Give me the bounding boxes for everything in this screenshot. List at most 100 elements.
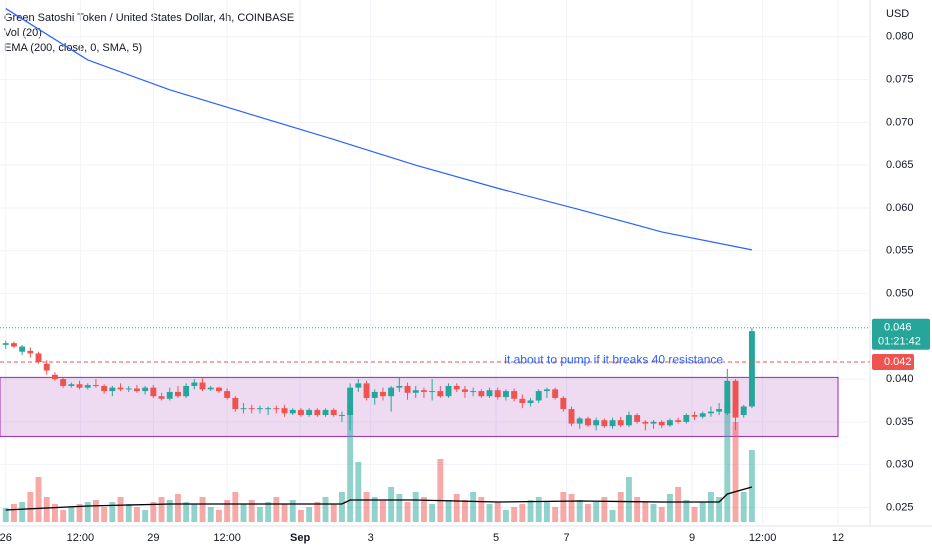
- volume-bar: [429, 504, 436, 522]
- volume-bar: [552, 507, 559, 522]
- volume-bar: [158, 497, 165, 522]
- volume-bar: [109, 502, 116, 522]
- volume-bar: [527, 500, 534, 522]
- candle-body: [314, 409, 321, 416]
- volume-bar: [10, 504, 17, 522]
- volume-bar: [535, 497, 542, 522]
- candle-body: [388, 387, 395, 397]
- volume-bar: [174, 494, 181, 522]
- volume-bar: [84, 502, 91, 522]
- candle-body: [330, 409, 337, 416]
- candle-body: [584, 418, 591, 426]
- x-tick-label: 12:00: [213, 532, 241, 544]
- volume-bar: [68, 507, 75, 522]
- volume-bar: [35, 477, 42, 522]
- candle-body: [232, 397, 239, 410]
- candle-body: [289, 409, 296, 414]
- volume-bar: [60, 510, 67, 522]
- y-tick-label: 0.035: [886, 416, 914, 428]
- candle-body: [412, 390, 419, 393]
- volume-bar: [584, 504, 591, 522]
- candle-body: [478, 391, 485, 397]
- volume-bar: [478, 497, 485, 522]
- volume-bar: [388, 487, 395, 522]
- volume-bar: [625, 477, 632, 522]
- y-tick-label: 0.040: [886, 373, 914, 385]
- candle-body: [297, 409, 304, 416]
- volume-bar: [224, 500, 231, 522]
- volume-bar: [166, 500, 173, 522]
- volume-ma-line: [5, 486, 753, 511]
- volume-bar: [125, 504, 132, 522]
- candle-body: [593, 420, 600, 426]
- candle-body: [535, 391, 542, 401]
- candle-body: [379, 391, 386, 397]
- volume-bar: [338, 492, 345, 522]
- volume-bar: [593, 502, 600, 522]
- y-tick-label: 0.050: [886, 287, 914, 299]
- candle-body: [10, 343, 17, 347]
- candle-body: [281, 408, 288, 414]
- volume-bar: [683, 500, 690, 522]
- candle-body: [68, 384, 75, 386]
- volume-bar: [256, 507, 263, 522]
- x-tick-label: 12: [832, 532, 844, 544]
- volume-bar: [707, 492, 714, 522]
- candle-body: [494, 390, 501, 398]
- volume-bar: [232, 492, 239, 522]
- volume-bar: [150, 502, 157, 522]
- volume-bar: [404, 502, 411, 522]
- indicator-label: EMA (200, close, 0, SMA, 5): [4, 42, 142, 54]
- candle-body: [437, 391, 444, 397]
- volume-bar: [568, 494, 575, 522]
- candle-body: [470, 391, 477, 393]
- volume-bar: [240, 504, 247, 522]
- y-tick-label: 0.025: [886, 501, 914, 513]
- candle-body: [35, 353, 42, 362]
- volume-bar: [133, 507, 140, 522]
- volume-bar: [420, 497, 427, 522]
- candle-body: [650, 421, 657, 424]
- candle-body: [716, 409, 723, 412]
- volume-bar: [215, 510, 222, 522]
- candle-body: [691, 415, 698, 417]
- candle-body: [273, 408, 280, 410]
- x-tick-label: 12:00: [67, 532, 95, 544]
- x-tick-label: 7: [564, 532, 570, 544]
- y-tick-label: 0.075: [886, 73, 914, 85]
- candle-body: [76, 384, 83, 388]
- candle-body: [445, 385, 452, 397]
- volume-bar: [330, 504, 337, 522]
- volume-bar: [322, 497, 329, 522]
- candle-body: [683, 415, 690, 422]
- volume-bar: [363, 492, 370, 522]
- volume-bar: [199, 497, 206, 522]
- candle-body: [625, 415, 632, 426]
- volume-bar: [502, 510, 509, 522]
- y-tick-label: 0.065: [886, 159, 914, 171]
- volume-bar: [248, 500, 255, 522]
- volume-bar: [191, 504, 198, 522]
- volume-bar: [543, 502, 550, 522]
- candle-body: [576, 418, 583, 424]
- volume-bar: [76, 504, 83, 522]
- volume-bar: [101, 507, 108, 522]
- candle-body: [453, 385, 460, 390]
- volume-bar: [494, 502, 501, 522]
- candle-body: [199, 382, 206, 390]
- candle-body: [724, 380, 731, 414]
- candle-body: [658, 421, 665, 426]
- candle-body: [568, 409, 575, 424]
- candle-body: [224, 391, 231, 398]
- volume-bar: [453, 494, 460, 522]
- volume-bar: [724, 405, 731, 522]
- candle-body: [322, 409, 329, 416]
- volume-bar: [273, 497, 280, 522]
- candle-body: [27, 350, 34, 354]
- resistance-zone: [0, 376, 839, 437]
- candle-body: [109, 387, 116, 392]
- x-tick-label: 12:00: [749, 532, 777, 544]
- ema-line: [5, 8, 753, 251]
- candle-body: [461, 389, 468, 392]
